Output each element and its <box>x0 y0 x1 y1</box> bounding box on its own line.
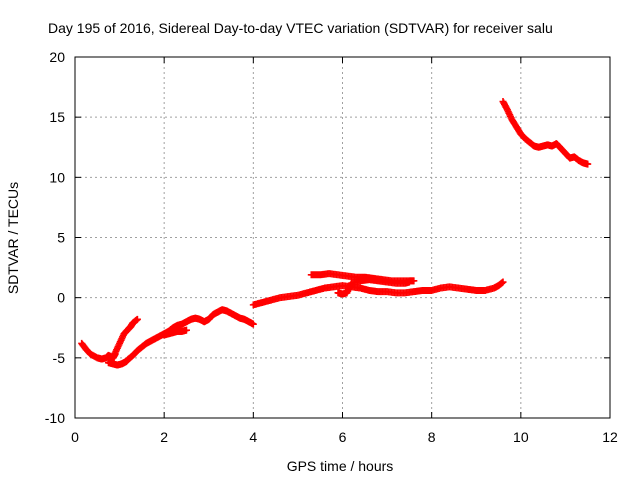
y-tick-label: 5 <box>57 230 65 246</box>
x-tick-label: 0 <box>71 429 79 445</box>
x-tick-label: 4 <box>249 429 257 445</box>
data-point <box>584 160 592 168</box>
y-tick-label: 0 <box>57 290 65 306</box>
x-tick-label: 6 <box>339 429 347 445</box>
series-arc-4 <box>160 326 190 339</box>
data-series <box>78 98 592 369</box>
grid-lines <box>75 57 610 418</box>
y-tick-label: 20 <box>49 49 65 65</box>
y-axis-ticks: -10 -5 0 5 10 15 20 <box>45 49 610 426</box>
x-tick-label: 10 <box>513 429 529 445</box>
data-point <box>182 326 190 334</box>
x-tick-label: 12 <box>602 429 618 445</box>
series-arc-3 <box>104 306 257 369</box>
x-axis-ticks: 0 2 4 6 8 10 12 <box>71 57 618 445</box>
chart-title: Day 195 of 2016, Sidereal Day-to-day VTE… <box>48 20 553 36</box>
data-point <box>499 278 507 286</box>
series-arc-2 <box>107 315 141 365</box>
y-tick-label: 10 <box>49 169 65 185</box>
y-tick-label: -5 <box>53 350 66 366</box>
data-point <box>405 278 413 286</box>
y-axis-title: SDTVAR / TECUs <box>5 182 21 294</box>
series-arc-8 <box>499 98 592 168</box>
y-tick-label: 15 <box>49 109 65 125</box>
x-tick-label: 8 <box>428 429 436 445</box>
series-arc-7 <box>334 276 413 298</box>
series-arc-5 <box>249 278 507 309</box>
x-axis-title: GPS time / hours <box>287 458 394 474</box>
data-point <box>133 315 141 323</box>
data-point <box>249 320 257 328</box>
data-point <box>410 277 418 285</box>
y-tick-label: -10 <box>45 410 65 426</box>
x-tick-label: 2 <box>160 429 168 445</box>
